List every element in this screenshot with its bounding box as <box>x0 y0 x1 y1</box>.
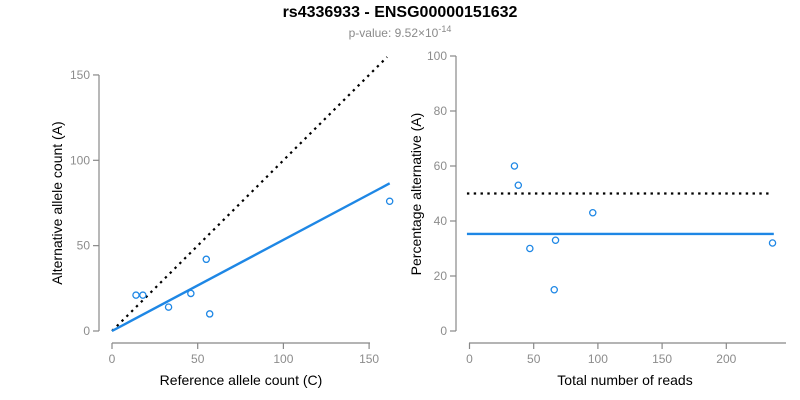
data-point <box>551 236 560 244</box>
allele-counts-plot: 0 50 100 150 0 50 100 150 Reference allele count… <box>49 56 394 388</box>
y-tick-label: 100 <box>427 49 447 63</box>
percentage-vs-reads-plot: 0 50 100 150 200 0 20 40 60 80 100 Total number of … <box>408 49 786 388</box>
data-point <box>132 291 140 299</box>
data-point <box>510 162 519 170</box>
data-point <box>202 255 211 264</box>
x-tick-label: 100 <box>273 352 293 366</box>
y-axis-title: Percentage alternative (A) <box>408 113 424 276</box>
y-tick-label: 50 <box>77 239 91 253</box>
y-tick-label: 150 <box>70 68 90 82</box>
figure-title: rs4336933 - ENSG00000151632 <box>282 4 518 21</box>
y-tick-label: 40 <box>434 214 448 228</box>
data-point <box>550 285 558 294</box>
x-axis-title: Reference allele count (C) <box>160 372 323 388</box>
fit-line <box>111 182 391 333</box>
y-tick-label: 20 <box>434 269 448 283</box>
figure-subtitle: p-value: 9.52×10-14 <box>0 24 800 40</box>
x-tick-label: 200 <box>716 352 736 366</box>
data-point <box>205 310 214 318</box>
data-point <box>514 181 523 189</box>
data-point <box>139 291 147 299</box>
data-point <box>187 289 195 298</box>
x-tick-label: 50 <box>527 352 541 366</box>
pvalue-text: p-value: 9.52×10 <box>348 26 439 40</box>
data-point <box>768 239 777 247</box>
y-tick-label: 60 <box>434 159 448 173</box>
data-point <box>164 303 173 311</box>
data-point <box>385 197 394 206</box>
y-tick-label: 80 <box>434 104 448 118</box>
pvalue-exponent: -14 <box>438 24 452 34</box>
x-tick-label: 50 <box>191 352 205 366</box>
data-point <box>589 208 597 217</box>
x-tick-label: 150 <box>652 352 672 366</box>
x-axis-title: Total number of reads <box>557 372 692 388</box>
y-tick-label: 100 <box>70 153 90 167</box>
y-tick-label: 0 <box>440 324 447 338</box>
data-point <box>526 244 534 253</box>
y-axis-title: Alternative allele count (A) <box>49 121 65 284</box>
x-tick-label: 0 <box>109 352 116 366</box>
y-tick-label: 0 <box>83 324 90 338</box>
x-tick-label: 150 <box>359 352 379 366</box>
identity-line <box>111 56 388 332</box>
x-tick-label: 100 <box>588 352 608 366</box>
x-tick-label: 0 <box>466 352 473 366</box>
